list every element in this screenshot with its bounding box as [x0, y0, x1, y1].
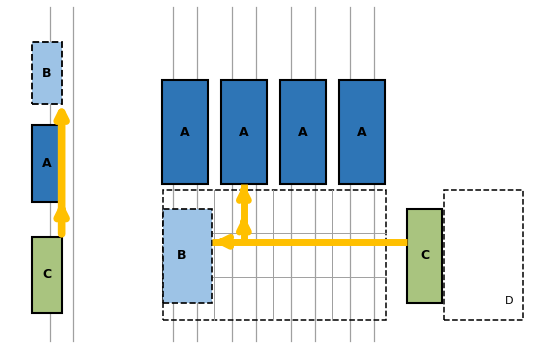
Text: B: B — [177, 249, 187, 262]
Bar — [162, 80, 207, 184]
Text: A: A — [180, 126, 190, 139]
Bar — [32, 42, 62, 104]
Bar — [163, 209, 212, 303]
Text: C: C — [42, 268, 51, 282]
Bar — [32, 237, 62, 313]
Text: D: D — [505, 296, 513, 306]
Text: B: B — [42, 66, 51, 80]
Bar — [444, 190, 523, 320]
Text: A: A — [298, 126, 308, 139]
Text: A: A — [42, 157, 51, 170]
Bar — [280, 80, 326, 184]
Text: A: A — [357, 126, 367, 139]
Bar — [221, 80, 267, 184]
Bar — [339, 80, 385, 184]
Bar — [163, 190, 386, 320]
Bar — [32, 125, 62, 202]
Text: C: C — [420, 249, 429, 262]
Bar — [407, 209, 442, 303]
Text: A: A — [239, 126, 249, 139]
